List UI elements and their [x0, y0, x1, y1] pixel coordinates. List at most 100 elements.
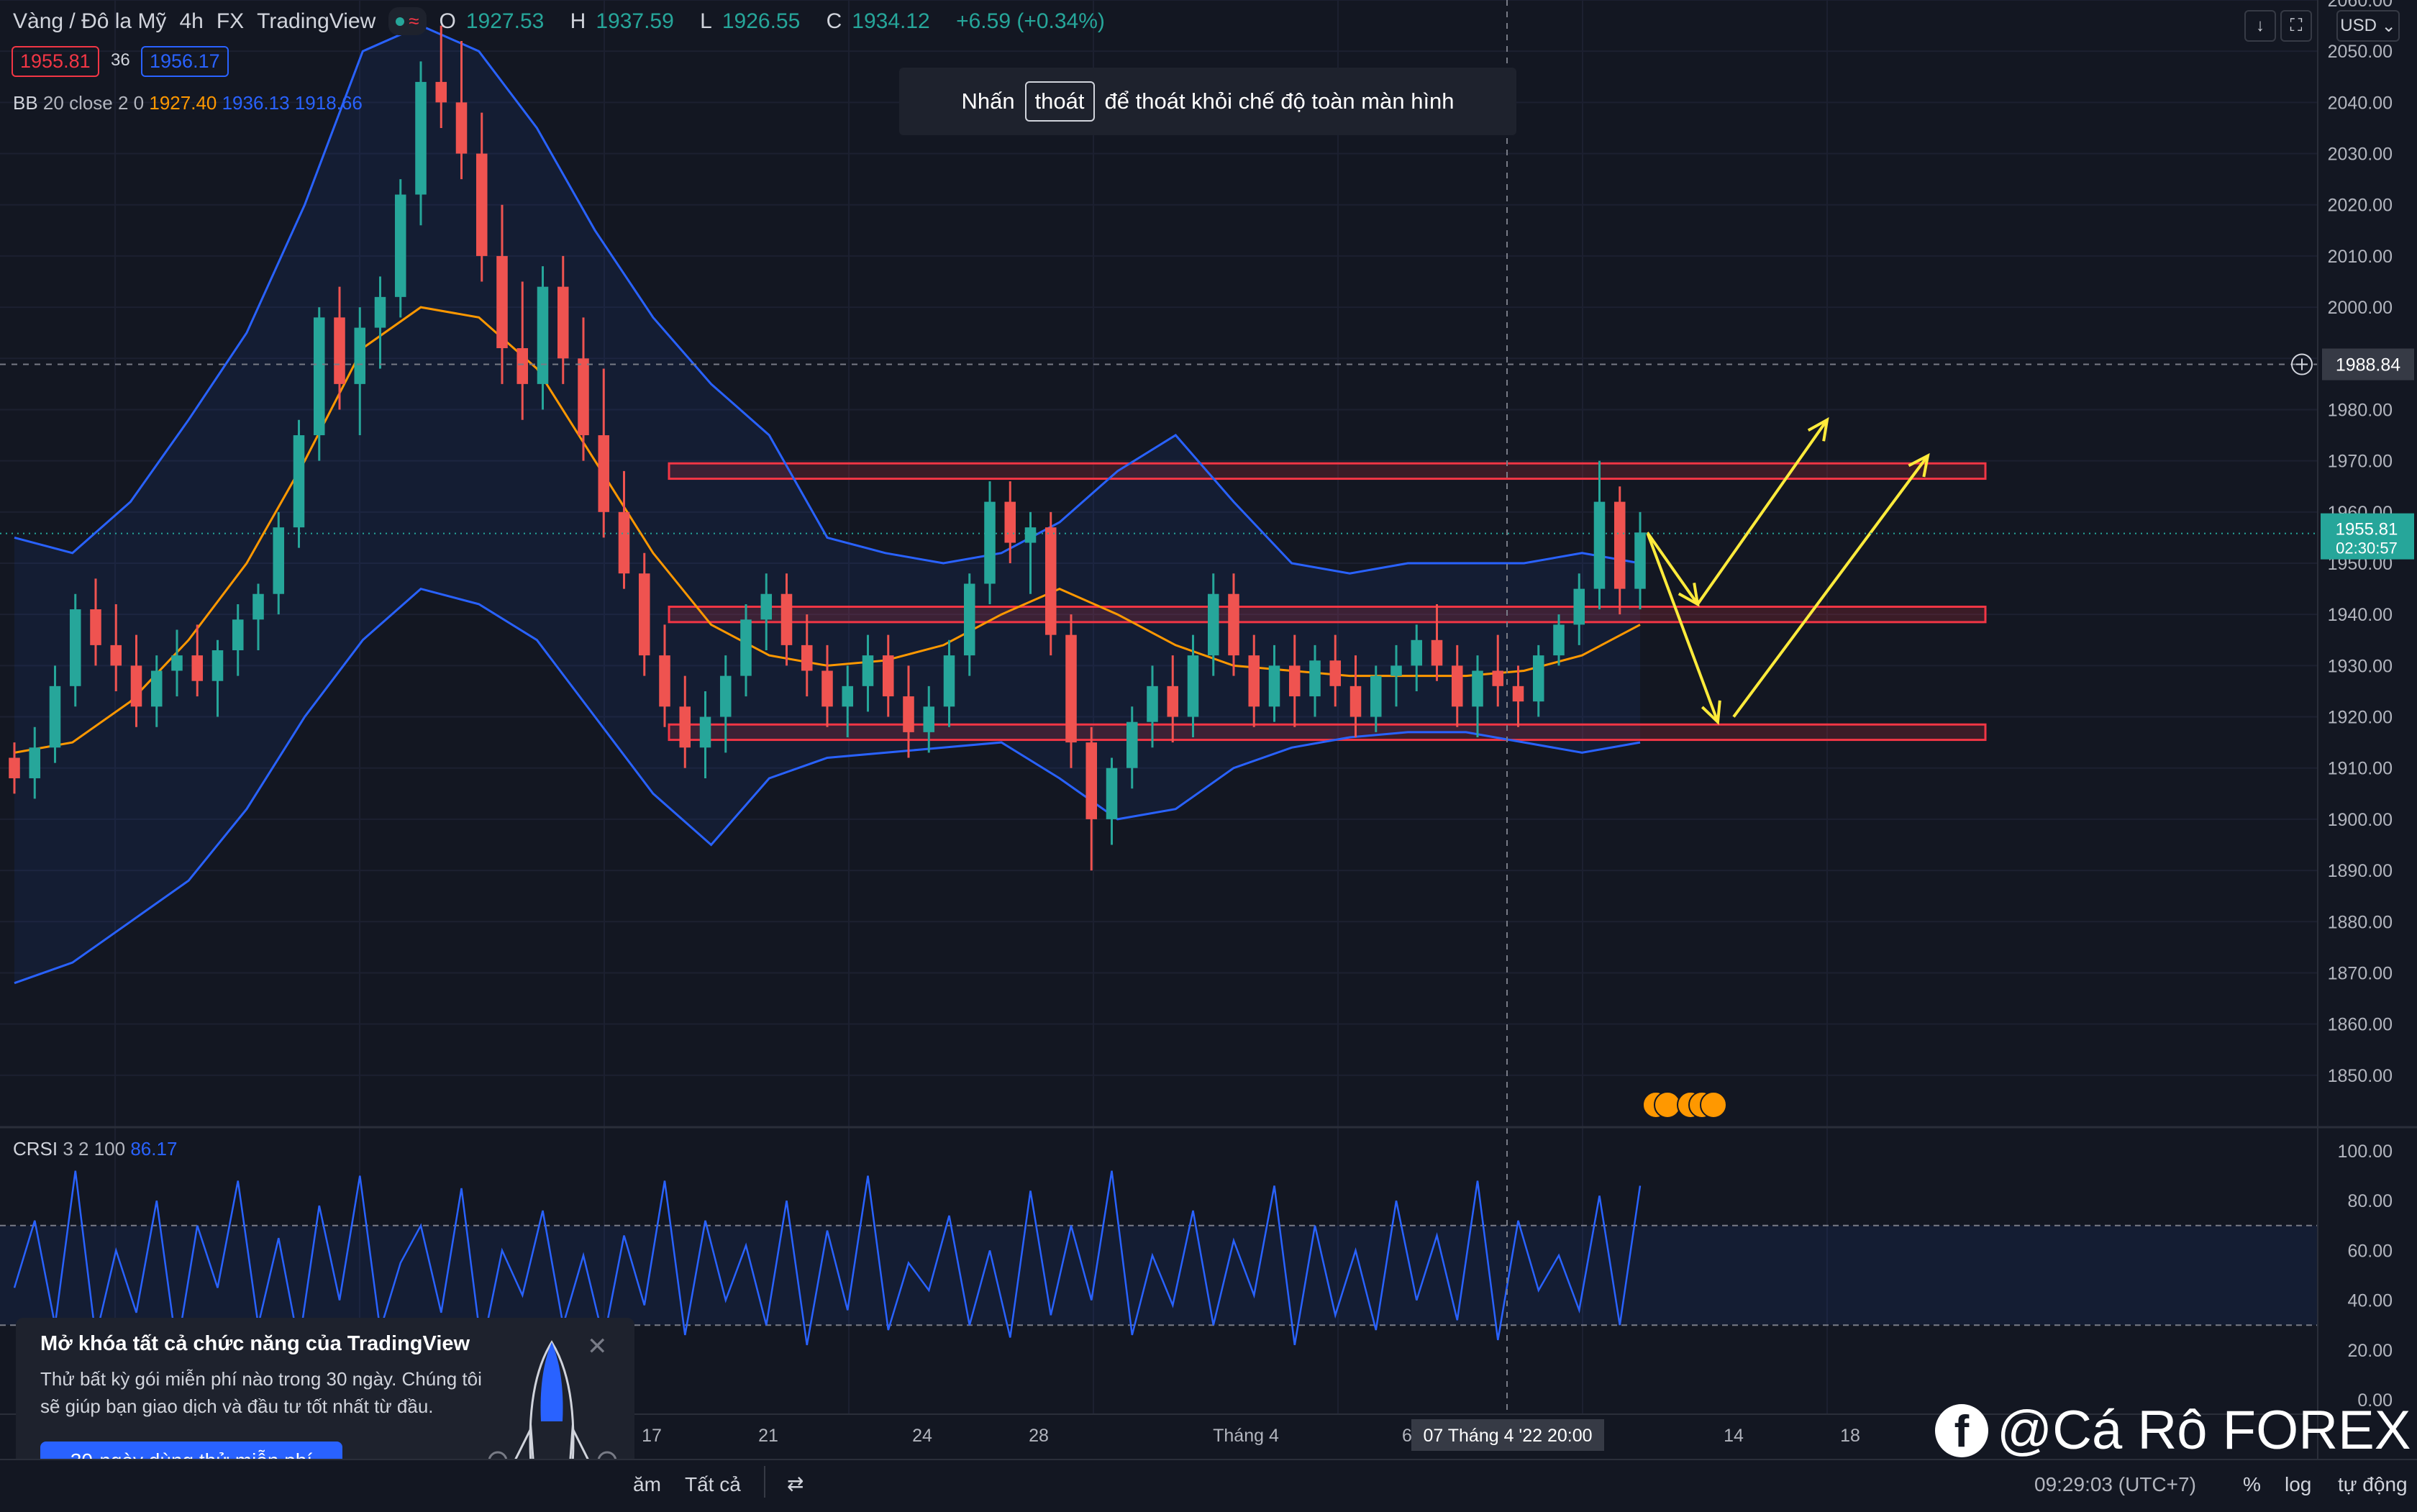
price-tick-label: 1980.00 [2328, 400, 2393, 420]
candle-body [374, 296, 386, 328]
candle-body [638, 573, 650, 656]
escape-key[interactable]: thoát [1024, 81, 1095, 122]
candle-body [211, 650, 224, 681]
promo-description: Thử bất kỳ gói miễn phí nào trong 30 ngà… [40, 1368, 482, 1417]
candle-body [679, 706, 691, 748]
crsi-tick-label: 80.00 [2347, 1191, 2393, 1211]
close-icon[interactable]: ✕ [587, 1333, 608, 1360]
interval[interactable]: 4h [179, 9, 204, 33]
candle-body [1167, 686, 1179, 717]
arrow-down-2 [1646, 532, 1719, 723]
divider [764, 1466, 765, 1498]
bb-fill [14, 25, 1640, 983]
bb-legend[interactable]: BB 20 close 2 0 1927.40 1936.13 1918.66 [13, 92, 363, 114]
candle-body [1370, 675, 1382, 717]
crsi-pane: 100.00 80.00 60.00 40.00 20.00 0.00 [0, 1142, 2393, 1411]
candle-body [903, 696, 914, 732]
candle-body [1512, 686, 1524, 702]
range-all-button[interactable]: Tất cả [685, 1473, 741, 1495]
candle-body [1065, 634, 1077, 743]
candle-body [1451, 665, 1463, 707]
event-icon [1700, 1091, 1727, 1119]
axes: 2060.00 2050.00 2040.00 2030.00 2020.00 2010.… [0, 0, 2417, 1459]
percent-toggle[interactable]: % [2243, 1473, 2261, 1495]
candle-body [1613, 501, 1626, 589]
buy-price-button[interactable]: 1956.17 [141, 46, 229, 77]
candle-body [1492, 670, 1504, 686]
candle-body [313, 317, 325, 436]
price-tick-label: 1920.00 [2328, 708, 2393, 728]
candle-body [1390, 665, 1402, 676]
time-tick-label: 6 [1402, 1426, 1412, 1446]
log-toggle[interactable]: log [2285, 1473, 2312, 1495]
event-icon [1654, 1091, 1681, 1119]
last-price-box [2321, 513, 2414, 560]
fullscreen-notice: Nhấn thoát để thoát khỏi chế độ toàn màn… [899, 68, 1516, 135]
candle-body [760, 593, 773, 620]
candle-body [354, 327, 366, 384]
price-tick-label: 2050.00 [2328, 42, 2393, 62]
candle-body [699, 716, 711, 748]
price-tick-label: 2000.00 [2328, 298, 2393, 318]
candle-body [191, 655, 204, 681]
arrow-down-1 [1646, 532, 1699, 606]
candle-body [578, 358, 589, 436]
crosshair-time-label: 07 Tháng 4 '22 20:00 [1423, 1426, 1592, 1446]
candle-body [150, 670, 163, 707]
candle-body [659, 655, 670, 707]
add-alert-icon [2291, 353, 2313, 375]
scroll-down-icon[interactable]: ↓ [2244, 10, 2276, 42]
candle-body [9, 757, 20, 778]
symbol-name[interactable]: Vàng / Đô la Mỹ [13, 9, 167, 33]
clock[interactable]: 09:29:03 (UTC+7) [2034, 1473, 2196, 1495]
candle-body [1411, 639, 1423, 666]
last-price-label: 1955.81 [2336, 520, 2398, 539]
candle-body [598, 435, 610, 512]
exchange: FX [216, 9, 245, 33]
market-status[interactable]: ≈ [388, 7, 427, 35]
price-tick-label: 1900.00 [2328, 810, 2393, 830]
ohlc-values: O 1927.53 H 1937.59 L 1926.55 C 1934.12 +6.5… [439, 9, 1105, 33]
auto-toggle[interactable]: tự động [2338, 1473, 2408, 1495]
watermark: f @Cá Rô FOREX [1935, 1399, 2411, 1462]
candle-body [618, 511, 630, 574]
time-tick-label: Tháng 4 [1213, 1426, 1279, 1446]
candle-body [334, 317, 345, 384]
candle-body [862, 655, 874, 686]
fullscreen-icon[interactable]: ⛶ [2280, 10, 2312, 42]
goto-date-icon[interactable]: ⇄ [787, 1472, 804, 1495]
candle-body [821, 670, 833, 707]
time-tick-label: 18 [1840, 1426, 1860, 1446]
candle-body [232, 619, 244, 651]
currency-select[interactable]: USD ⌄ [2336, 10, 2400, 42]
time-tick-label: 21 [758, 1426, 778, 1446]
candle-body [1024, 527, 1037, 543]
candle-body [394, 194, 406, 297]
rocket-icon [488, 1340, 617, 1473]
candle-body [1187, 655, 1199, 717]
countdown-label: 02:30:57 [2336, 539, 2398, 557]
crsi-legend[interactable]: CRSI 3 2 100 86.17 [13, 1138, 178, 1160]
price-tick-label: 1890.00 [2328, 861, 2393, 881]
crsi-tick-label: 40.00 [2347, 1291, 2393, 1311]
candle-body [29, 747, 41, 778]
arrow-up-1 [1696, 419, 1829, 606]
zones [668, 462, 1987, 742]
price-tick-label: 1930.00 [2328, 656, 2393, 676]
candle-body [69, 609, 81, 686]
candle-body [1349, 686, 1362, 717]
time-tick-label: 24 [912, 1426, 932, 1446]
candle-body [1532, 655, 1544, 702]
candle-body [963, 583, 975, 656]
candle-body [1288, 665, 1301, 697]
crsi-tick-label: 100.00 [2338, 1142, 2393, 1162]
candle-body [1573, 588, 1585, 625]
candle-body [496, 255, 508, 349]
range-5y-button[interactable]: ăm [633, 1473, 661, 1495]
crsi-line [13, 1170, 1642, 1351]
candle-body [1634, 532, 1646, 589]
sell-price-button[interactable]: 1955.81 [12, 46, 99, 77]
crsi-tick-label: 60.00 [2347, 1241, 2393, 1261]
arrow-up-2-head [1908, 452, 1930, 478]
